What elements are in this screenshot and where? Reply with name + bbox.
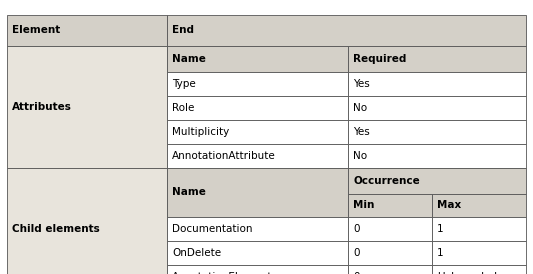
Bar [348,96,526,120]
Bar [348,72,526,96]
Bar [432,217,526,241]
Text: Yes: Yes [353,127,370,137]
Bar [348,120,526,144]
Text: Child elements: Child elements [12,224,100,234]
Text: AnnotationElement: AnnotationElement [172,272,273,274]
Text: Multiplicity: Multiplicity [172,127,229,137]
Text: 0: 0 [353,272,360,274]
Text: Name: Name [172,187,206,198]
Bar [348,168,526,194]
Bar [348,46,526,72]
Text: No: No [353,151,368,161]
Bar [167,96,348,120]
Text: Yes: Yes [353,79,370,89]
Text: Required: Required [353,54,407,64]
Bar [348,144,526,168]
Text: Element: Element [12,25,61,35]
Bar [167,46,348,72]
Bar [432,194,526,217]
Text: 1: 1 [437,224,443,234]
Bar [348,265,432,274]
Bar [432,265,526,274]
Bar [167,168,348,217]
Bar [348,241,432,265]
Text: OnDelete: OnDelete [172,248,221,258]
Bar [167,241,348,265]
Bar [167,72,348,96]
Bar [167,217,348,241]
Bar [348,194,432,217]
Bar [432,241,526,265]
Text: No: No [353,103,368,113]
Bar [7,46,167,168]
Text: 0: 0 [353,248,360,258]
Text: 0: 0 [353,224,360,234]
Bar [167,120,348,144]
Bar [167,144,348,168]
Text: Min: Min [353,201,375,210]
Text: Name: Name [172,54,206,64]
Bar [7,168,167,274]
Text: AnnotationAttribute: AnnotationAttribute [172,151,276,161]
Bar [348,217,432,241]
Bar [167,15,526,46]
Text: Unbounded: Unbounded [437,272,497,274]
Bar [167,265,348,274]
Text: End: End [172,25,194,35]
Text: Role: Role [172,103,195,113]
Text: Occurrence: Occurrence [353,176,420,186]
Text: Attributes: Attributes [12,102,72,112]
Text: Max: Max [437,201,461,210]
Text: Type: Type [172,79,196,89]
Text: 1: 1 [437,248,443,258]
Text: Documentation: Documentation [172,224,253,234]
Bar [7,15,167,46]
